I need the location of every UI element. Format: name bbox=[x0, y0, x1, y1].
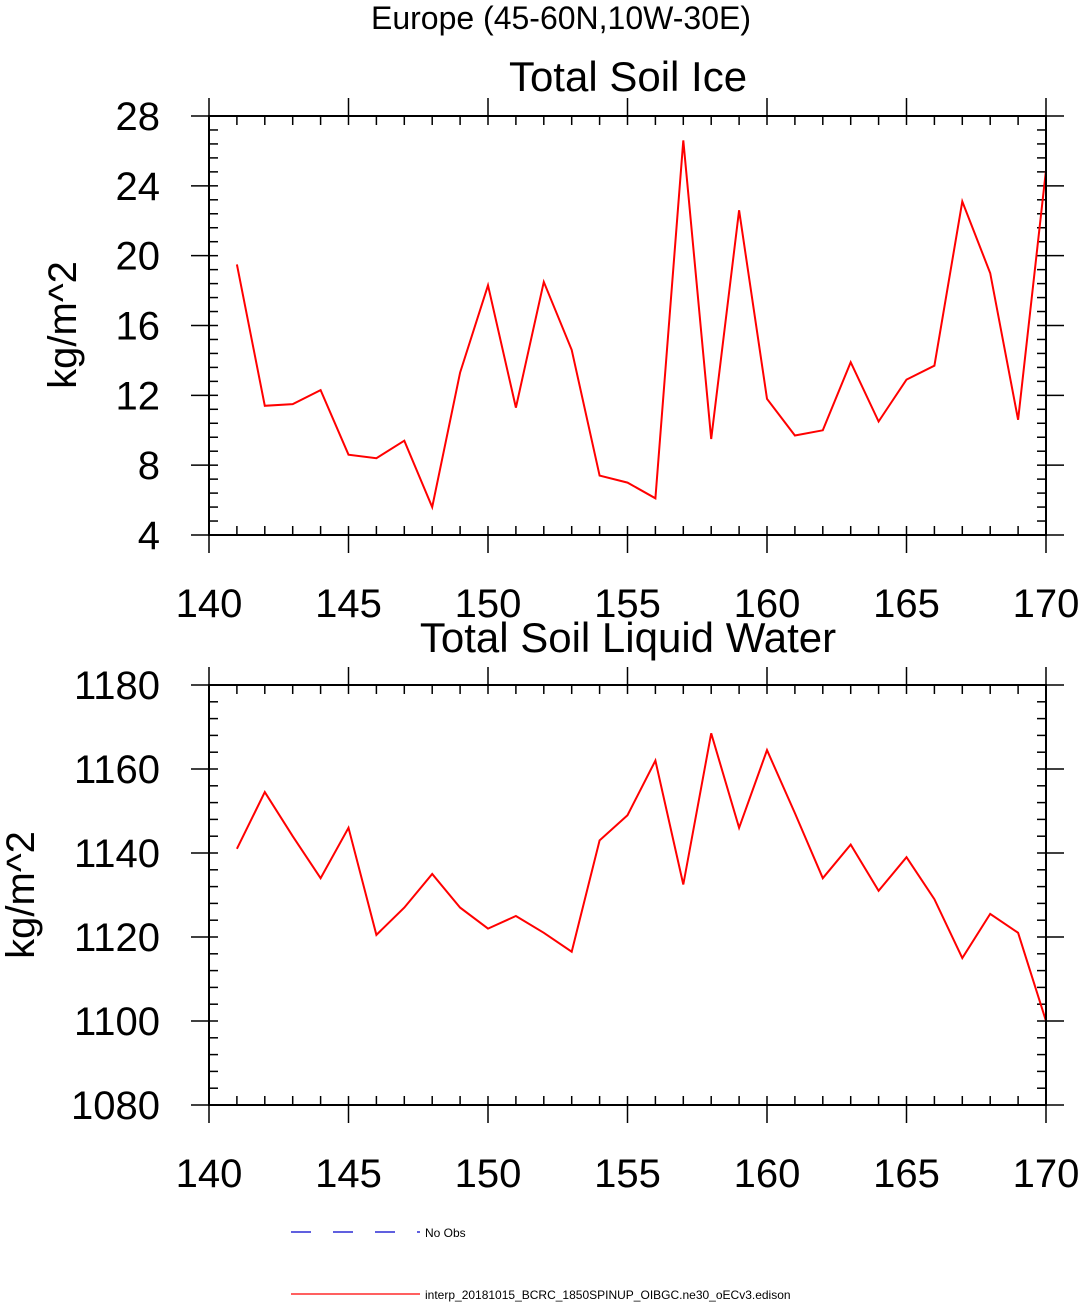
series-line bbox=[236, 733, 1047, 1022]
x-tick-label: 155 bbox=[594, 1152, 661, 1196]
plot-series bbox=[235, 140, 1047, 511]
x-tick-label: 160 bbox=[734, 1152, 801, 1196]
y-tick-label: 1160 bbox=[74, 748, 160, 792]
legend: No Obs interp_20181015_BCRC_1850SPINUP_O… bbox=[291, 1226, 791, 1302]
x-tick-label: 165 bbox=[873, 582, 940, 626]
x-tick-label: 140 bbox=[176, 582, 243, 626]
y-tick-label: 16 bbox=[116, 305, 161, 349]
y-tick-label: 1140 bbox=[74, 832, 160, 876]
legend-item-model: interp_20181015_BCRC_1850SPINUP_OIBGC.ne… bbox=[291, 1288, 791, 1302]
x-tick-label: 165 bbox=[873, 1152, 940, 1196]
axis-ticks bbox=[191, 667, 1064, 1123]
x-tick-label: 170 bbox=[1013, 582, 1080, 626]
y-tick-label: 24 bbox=[116, 165, 161, 209]
chart-soil-liquid-water: Total Soil Liquid Water kg/m^2 140 145 150… bbox=[0, 614, 1079, 1196]
plot-frame bbox=[208, 115, 1047, 536]
y-tick-label: 8 bbox=[138, 444, 160, 488]
x-tick-label: 170 bbox=[1013, 1152, 1080, 1196]
y-tick-label: 4 bbox=[138, 514, 160, 558]
y-tick-label: 1180 bbox=[74, 664, 160, 708]
x-tick-label: 140 bbox=[176, 1152, 243, 1196]
axis-ticks bbox=[191, 98, 1064, 553]
y-tick-label: 12 bbox=[116, 374, 161, 418]
axis-tick-labels: 140 145 150 155 160 165 170 4 8 12 16 20 24 28 bbox=[116, 95, 1080, 626]
chart-soil-ice: Total Soil Ice kg/m^2 140 145 150 155 160 165… bbox=[41, 53, 1079, 626]
y-tick-label: 1080 bbox=[71, 1084, 160, 1128]
plot-frame bbox=[208, 684, 1047, 1106]
y-tick-label: 20 bbox=[116, 235, 161, 279]
x-tick-label: 160 bbox=[734, 582, 801, 626]
chart-title: Total Soil Liquid Water bbox=[420, 614, 836, 661]
x-tick-label: 150 bbox=[455, 582, 522, 626]
axis-tick-labels: 140 145 150 155 160 165 170 1080 1100 1120 1140 116… bbox=[71, 664, 1079, 1196]
y-tick-label: 28 bbox=[116, 95, 161, 139]
chart-title: Total Soil Ice bbox=[509, 53, 747, 100]
page-title: Europe (45-60N,10W-30E) bbox=[371, 0, 751, 36]
legend-item-no-obs: No Obs bbox=[291, 1226, 466, 1240]
series-line bbox=[235, 140, 1047, 511]
y-axis-label: kg/m^2 bbox=[0, 831, 43, 959]
x-tick-label: 145 bbox=[315, 582, 382, 626]
x-tick-label: 145 bbox=[315, 1152, 382, 1196]
y-axis-label: kg/m^2 bbox=[41, 261, 85, 389]
x-tick-label: 155 bbox=[594, 582, 661, 626]
legend-label-no-obs: No Obs bbox=[425, 1226, 466, 1240]
y-tick-label: 1100 bbox=[74, 1000, 160, 1044]
x-tick-label: 150 bbox=[455, 1152, 522, 1196]
plot-series bbox=[236, 733, 1047, 1022]
y-tick-label: 1120 bbox=[74, 916, 160, 960]
legend-label-model: interp_20181015_BCRC_1850SPINUP_OIBGC.ne… bbox=[425, 1288, 791, 1302]
